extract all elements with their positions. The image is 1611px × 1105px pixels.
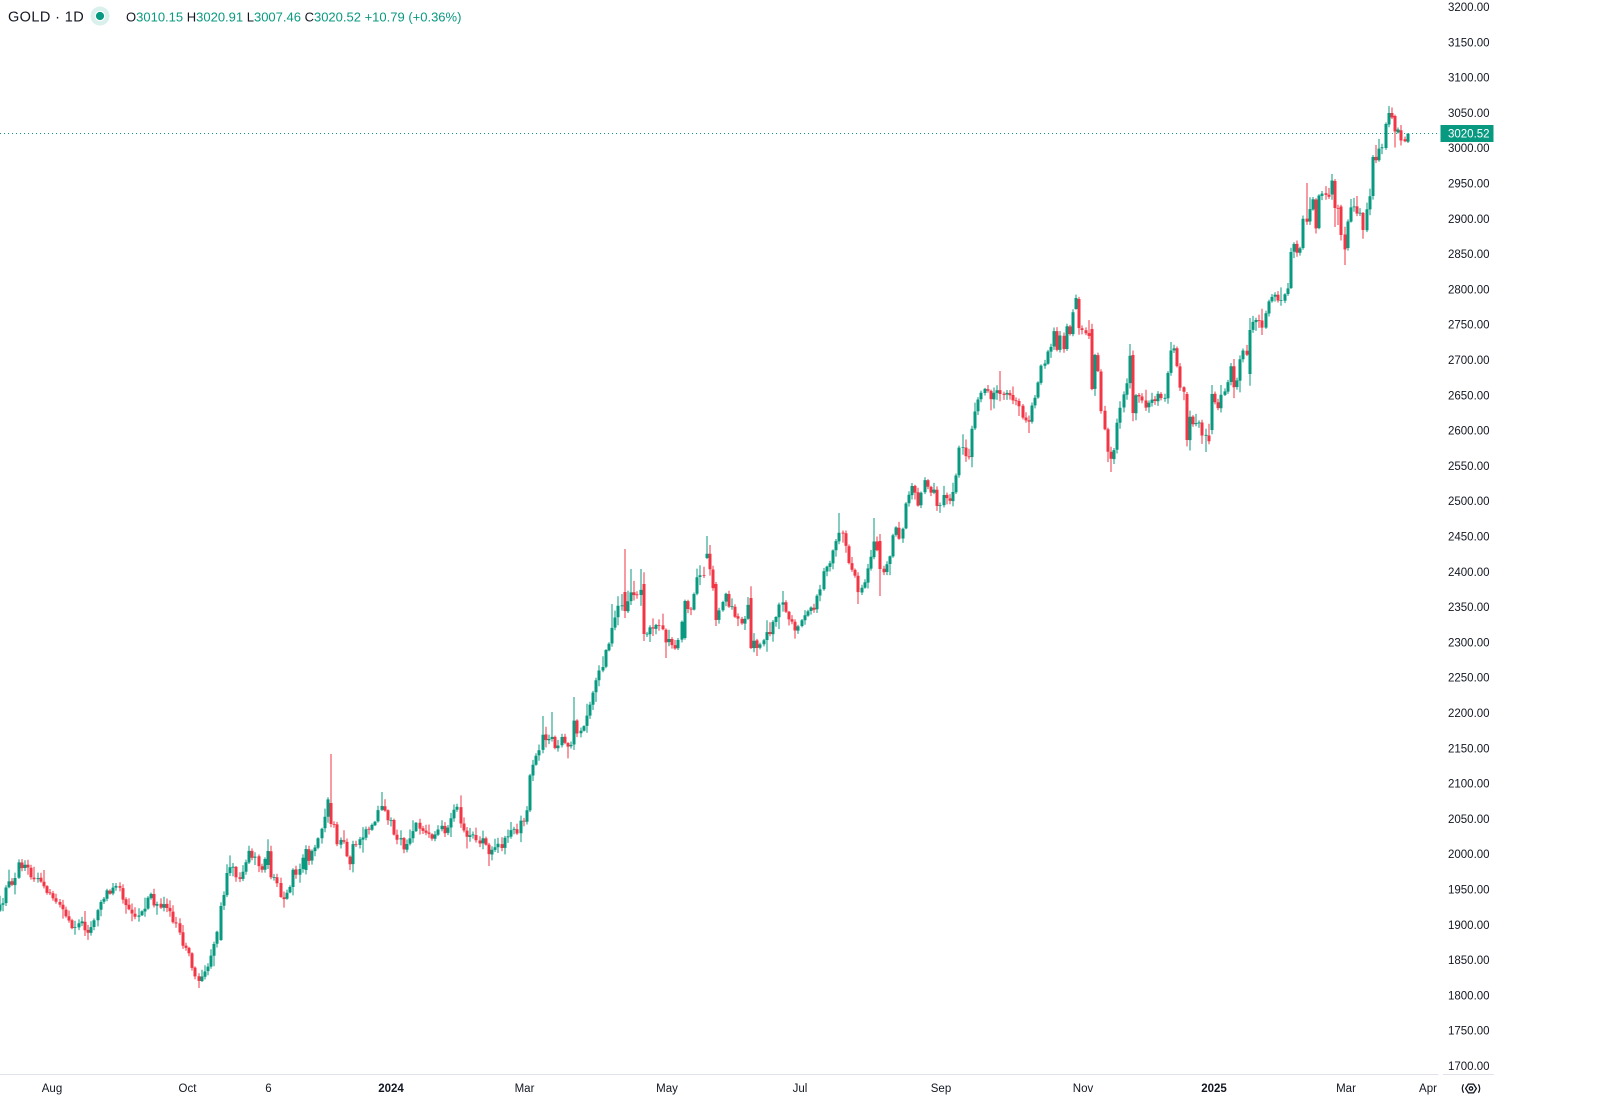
svg-text:2850.00: 2850.00 (1448, 249, 1490, 261)
svg-text:1700.00: 1700.00 (1448, 1061, 1490, 1073)
svg-text:2050.00: 2050.00 (1448, 814, 1490, 826)
svg-text:2900.00: 2900.00 (1448, 214, 1490, 226)
svg-text:2650.00: 2650.00 (1448, 390, 1490, 402)
svg-text:2700.00: 2700.00 (1448, 355, 1490, 367)
svg-text:O3010.15 H3020.91 L3007.46 C30: O3010.15 H3020.91 L3007.46 C3020.52 +10.… (126, 10, 461, 25)
svg-text:3050.00: 3050.00 (1448, 108, 1490, 120)
svg-text:Oct: Oct (179, 1083, 198, 1095)
svg-text:1950.00: 1950.00 (1448, 885, 1490, 897)
svg-text:2600.00: 2600.00 (1448, 426, 1490, 438)
svg-text:2750.00: 2750.00 (1448, 320, 1490, 332)
svg-text:GOLD · 1D: GOLD · 1D (8, 10, 84, 26)
svg-text:Apr: Apr (1419, 1083, 1437, 1095)
svg-text:3150.00: 3150.00 (1448, 37, 1490, 49)
svg-text:2024: 2024 (378, 1083, 404, 1095)
svg-text:May: May (656, 1083, 678, 1095)
svg-text:2000.00: 2000.00 (1448, 849, 1490, 861)
svg-text:2800.00: 2800.00 (1448, 284, 1490, 296)
svg-text:2400.00: 2400.00 (1448, 567, 1490, 579)
svg-text:Sep: Sep (931, 1083, 951, 1095)
svg-text:Jul: Jul (793, 1083, 808, 1095)
svg-text:Mar: Mar (515, 1083, 535, 1095)
svg-text:2250.00: 2250.00 (1448, 673, 1490, 685)
svg-text:2550.00: 2550.00 (1448, 461, 1490, 473)
svg-text:Aug: Aug (42, 1083, 62, 1095)
svg-text:Mar: Mar (1336, 1083, 1356, 1095)
svg-text:2025: 2025 (1201, 1083, 1227, 1095)
svg-text:2100.00: 2100.00 (1448, 779, 1490, 791)
svg-text:3020.52: 3020.52 (1448, 129, 1490, 141)
svg-text:2350.00: 2350.00 (1448, 602, 1490, 614)
svg-text:1750.00: 1750.00 (1448, 1026, 1490, 1038)
svg-text:2150.00: 2150.00 (1448, 743, 1490, 755)
svg-text:3100.00: 3100.00 (1448, 73, 1490, 85)
svg-text:2300.00: 2300.00 (1448, 637, 1490, 649)
svg-text:3200.00: 3200.00 (1448, 2, 1490, 14)
svg-text:1900.00: 1900.00 (1448, 920, 1490, 932)
svg-text:1800.00: 1800.00 (1448, 990, 1490, 1002)
svg-text:2500.00: 2500.00 (1448, 496, 1490, 508)
svg-text:3000.00: 3000.00 (1448, 143, 1490, 155)
svg-text:2950.00: 2950.00 (1448, 179, 1490, 191)
svg-text:2200.00: 2200.00 (1448, 708, 1490, 720)
svg-text:6: 6 (265, 1083, 271, 1095)
svg-text:Nov: Nov (1073, 1083, 1094, 1095)
svg-text:2450.00: 2450.00 (1448, 532, 1490, 544)
svg-text:1850.00: 1850.00 (1448, 955, 1490, 967)
